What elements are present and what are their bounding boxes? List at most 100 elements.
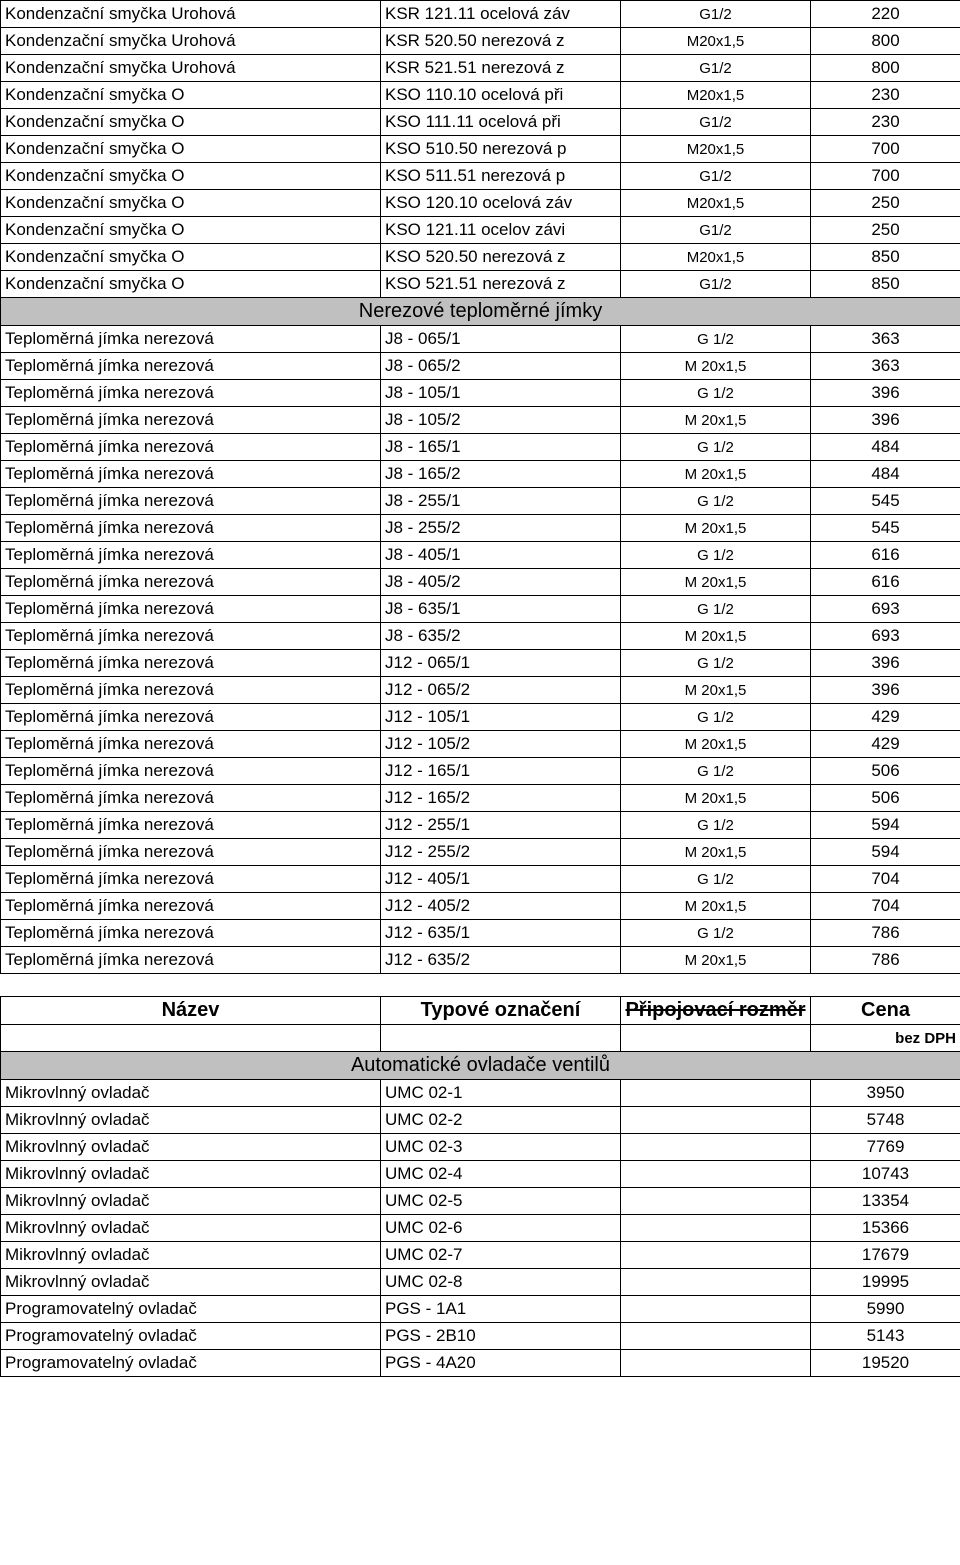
cell-price: 429 — [811, 704, 960, 731]
cell-type: J8 - 105/2 — [381, 407, 621, 434]
cell-price: 850 — [811, 244, 960, 271]
cell-price: 13354 — [811, 1188, 960, 1215]
cell-price: 704 — [811, 893, 960, 920]
cell-name: Teploměrná jímka nerezová — [1, 947, 381, 974]
table-row: Mikrovlnný ovladačUMC 02-37769 — [1, 1134, 960, 1161]
cell-type: J8 - 635/2 — [381, 623, 621, 650]
cell-name: Kondenzační smyčka O — [1, 244, 381, 271]
cell-type: KSO 520.50 nerezová z — [381, 244, 621, 271]
cell-name: Kondenzační smyčka Urohová — [1, 28, 381, 55]
cell-name: Teploměrná jímka nerezová — [1, 542, 381, 569]
header-name: Název — [1, 997, 381, 1025]
cell-conn: M 20x1,5 — [621, 461, 811, 488]
cell-price: 506 — [811, 785, 960, 812]
cell-name: Teploměrná jímka nerezová — [1, 380, 381, 407]
cell-type: J8 - 105/1 — [381, 380, 621, 407]
cell-conn — [621, 1107, 811, 1134]
cell-type: J8 - 405/1 — [381, 542, 621, 569]
cell-name: Teploměrná jímka nerezová — [1, 920, 381, 947]
cell-conn — [621, 1134, 811, 1161]
cell-price: 700 — [811, 163, 960, 190]
cell-name: Teploměrná jímka nerezová — [1, 434, 381, 461]
table-row: Kondenzační smyčka OKSO 520.50 nerezová … — [1, 244, 960, 271]
cell-name: Teploměrná jímka nerezová — [1, 812, 381, 839]
cell-conn: M20x1,5 — [621, 82, 811, 109]
product-table-1: Kondenzační smyčka UrohováKSR 121.11 oce… — [0, 0, 960, 974]
table-row: Teploměrná jímka nerezováJ8 - 105/2M 20x… — [1, 407, 960, 434]
cell-type: UMC 02-7 — [381, 1242, 621, 1269]
cell-type: KSR 121.11 ocelová záv — [381, 1, 621, 28]
cell-conn: M 20x1,5 — [621, 623, 811, 650]
cell-type: PGS - 4A20 — [381, 1350, 621, 1377]
table-row: Teploměrná jímka nerezováJ12 - 165/1G 1/… — [1, 758, 960, 785]
table-row: Teploměrná jímka nerezováJ12 - 105/1G 1/… — [1, 704, 960, 731]
cell-conn — [621, 1350, 811, 1377]
cell-type: J12 - 165/1 — [381, 758, 621, 785]
cell-price: 484 — [811, 461, 960, 488]
cell-conn: G1/2 — [621, 271, 811, 298]
cell-type: J12 - 405/2 — [381, 893, 621, 920]
cell-type: KSO 111.11 ocelová při — [381, 109, 621, 136]
cell-conn: G1/2 — [621, 217, 811, 244]
cell-price: 363 — [811, 353, 960, 380]
cell-name: Teploměrná jímka nerezová — [1, 569, 381, 596]
cell-type: J8 - 405/2 — [381, 569, 621, 596]
cell-conn: M20x1,5 — [621, 28, 811, 55]
table-row: Kondenzační smyčka OKSO 511.51 nerezová … — [1, 163, 960, 190]
table-row: Teploměrná jímka nerezováJ8 - 635/1G 1/2… — [1, 596, 960, 623]
cell-name: Teploměrná jímka nerezová — [1, 758, 381, 785]
cell-type: UMC 02-8 — [381, 1269, 621, 1296]
cell-price: 506 — [811, 758, 960, 785]
cell-price: 230 — [811, 109, 960, 136]
cell-conn: G 1/2 — [621, 488, 811, 515]
cell-conn: M 20x1,5 — [621, 785, 811, 812]
cell-name: Teploměrná jímka nerezová — [1, 893, 381, 920]
table-row: Kondenzační smyčka OKSO 111.11 ocelová p… — [1, 109, 960, 136]
cell-name: Teploměrná jímka nerezová — [1, 731, 381, 758]
cell-name: Kondenzační smyčka O — [1, 217, 381, 244]
cell-type: KSO 110.10 ocelová při — [381, 82, 621, 109]
table-header-row: Název Typové označení Připojovací rozměr… — [1, 997, 960, 1025]
cell-conn: G1/2 — [621, 109, 811, 136]
cell-price: 250 — [811, 190, 960, 217]
cell-conn: G 1/2 — [621, 704, 811, 731]
table-row: Mikrovlnný ovladačUMC 02-7 17679 — [1, 1242, 960, 1269]
sub-header-price: bez DPH — [811, 1025, 960, 1052]
cell-type: J12 - 255/2 — [381, 839, 621, 866]
cell-price: 700 — [811, 136, 960, 163]
cell-type: UMC 02-3 — [381, 1134, 621, 1161]
cell-type: J12 - 065/1 — [381, 650, 621, 677]
cell-price: 800 — [811, 28, 960, 55]
cell-name: Teploměrná jímka nerezová — [1, 650, 381, 677]
cell-price: 616 — [811, 542, 960, 569]
table-row: Teploměrná jímka nerezováJ12 - 635/1G 1/… — [1, 920, 960, 947]
cell-name: Teploměrná jímka nerezová — [1, 785, 381, 812]
table-row: Kondenzační smyčka OKSO 110.10 ocelová p… — [1, 82, 960, 109]
cell-price: 786 — [811, 920, 960, 947]
cell-price: 396 — [811, 650, 960, 677]
cell-conn — [621, 1296, 811, 1323]
cell-type: UMC 02-5 — [381, 1188, 621, 1215]
cell-conn: M 20x1,5 — [621, 677, 811, 704]
cell-conn: G1/2 — [621, 163, 811, 190]
cell-type: J12 - 165/2 — [381, 785, 621, 812]
cell-price: 429 — [811, 731, 960, 758]
cell-name: Teploměrná jímka nerezová — [1, 866, 381, 893]
cell-conn — [621, 1269, 811, 1296]
cell-price: 17679 — [811, 1242, 960, 1269]
cell-type: J8 - 165/1 — [381, 434, 621, 461]
cell-name: Teploměrná jímka nerezová — [1, 326, 381, 353]
cell-name: Kondenzační smyčka Urohová — [1, 1, 381, 28]
cell-conn: G 1/2 — [621, 596, 811, 623]
cell-price: 484 — [811, 434, 960, 461]
cell-conn — [621, 1242, 811, 1269]
section-header-row: Automatické ovladače ventilů — [1, 1052, 960, 1080]
cell-conn: M 20x1,5 — [621, 353, 811, 380]
cell-name: Teploměrná jímka nerezová — [1, 515, 381, 542]
cell-price: 616 — [811, 569, 960, 596]
cell-type: UMC 02-1 — [381, 1080, 621, 1107]
cell-name: Programovatelný ovladač — [1, 1323, 381, 1350]
cell-conn — [621, 1080, 811, 1107]
cell-name: Mikrovlnný ovladač — [1, 1242, 381, 1269]
cell-name: Programovatelný ovladač — [1, 1350, 381, 1377]
